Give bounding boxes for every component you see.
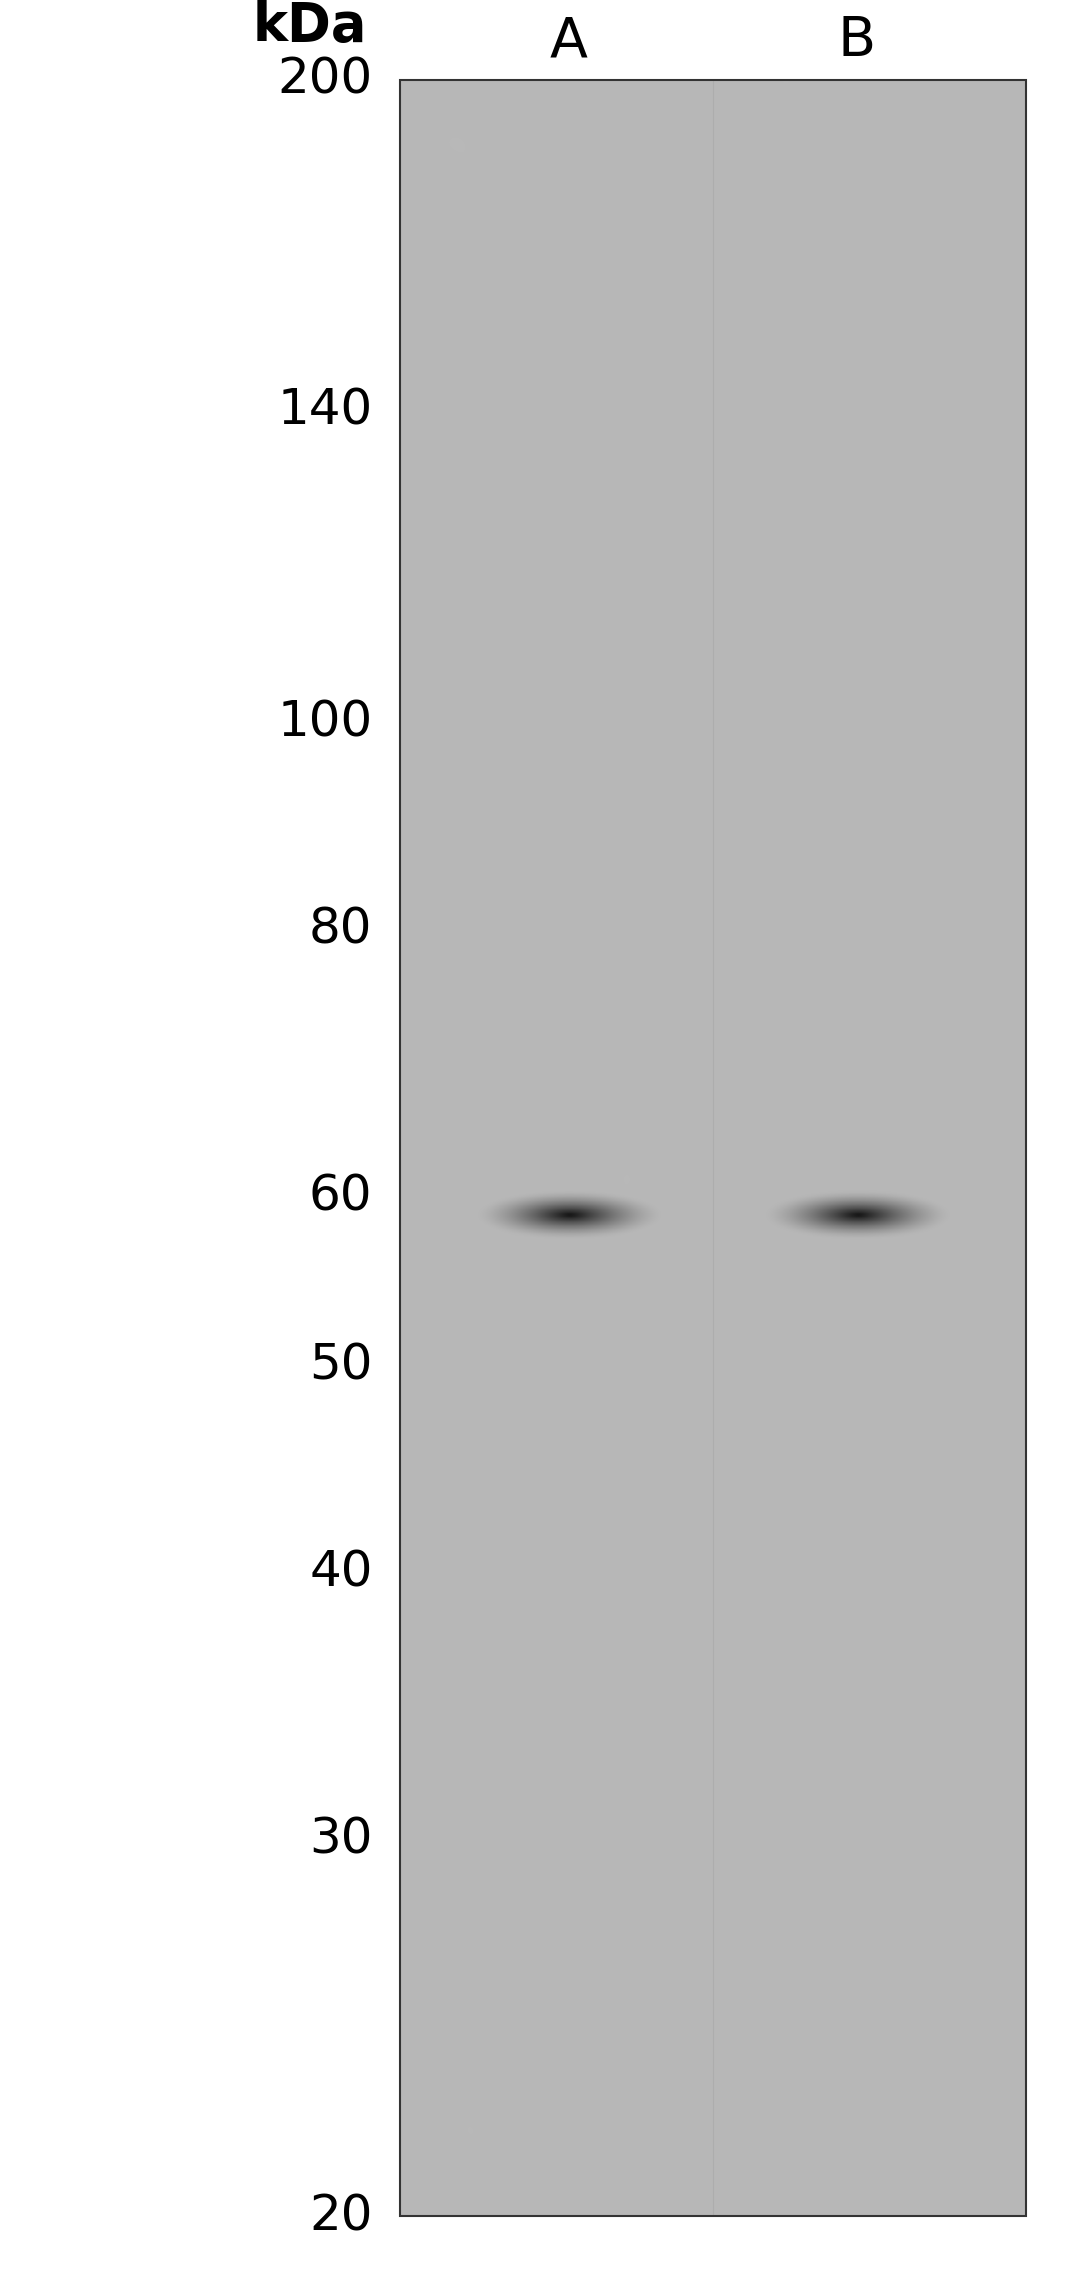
Text: 50: 50 xyxy=(309,1341,373,1389)
Text: 100: 100 xyxy=(278,698,373,748)
Text: 20: 20 xyxy=(309,2191,373,2241)
Text: kDa: kDa xyxy=(253,0,367,52)
Text: B: B xyxy=(838,14,876,68)
Text: A: A xyxy=(550,14,588,68)
Text: 140: 140 xyxy=(278,386,373,434)
Text: 200: 200 xyxy=(278,55,373,105)
Text: 60: 60 xyxy=(309,1173,373,1221)
Text: 80: 80 xyxy=(309,907,373,955)
Bar xyxy=(400,80,1026,2216)
Text: 30: 30 xyxy=(309,1816,373,1864)
Text: 40: 40 xyxy=(309,1548,373,1598)
